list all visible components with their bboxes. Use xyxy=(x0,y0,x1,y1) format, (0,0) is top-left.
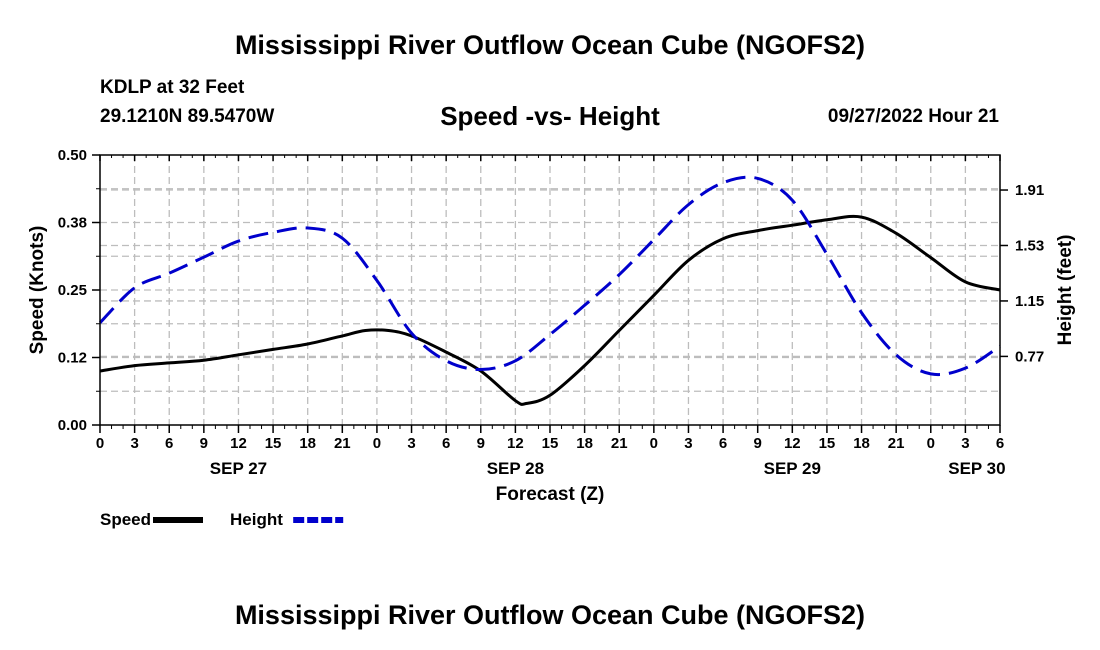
x-tick-label: 12 xyxy=(507,435,524,452)
chart-subtitle: Speed -vs- Height xyxy=(440,101,660,131)
y-tick-label: 0.25 xyxy=(58,282,87,299)
x-tick-label: 15 xyxy=(819,435,836,452)
x-tick-label: 6 xyxy=(165,435,173,452)
axis-ticks: 0 3 6 9 12 15 18 21 0 3 6 9 12 15 18 21 0 3 6 9 12 15 18 21 0 3 6 0… xyxy=(58,147,1044,478)
date-label: SEP 28 xyxy=(487,459,544,478)
y-tick-label: 0.50 xyxy=(58,147,87,164)
date-label: SEP 30 xyxy=(948,459,1005,478)
x-tick-label: 0 xyxy=(650,435,658,452)
x-tick-label: 21 xyxy=(888,435,905,452)
x-tick-label: 18 xyxy=(299,435,316,452)
y2-axis-label: Height (feet) xyxy=(1055,235,1076,346)
x-tick-label: 21 xyxy=(334,435,351,452)
x-tick-label: 9 xyxy=(200,435,208,452)
x-tick-label: 18 xyxy=(853,435,870,452)
y-tick-label: 0.12 xyxy=(58,350,87,367)
station-label: KDLP at 32 Feet xyxy=(100,77,245,98)
x-tick-label: 0 xyxy=(373,435,381,452)
x-tick-label: 0 xyxy=(96,435,104,452)
forecast-datetime: 09/27/2022 Hour 21 xyxy=(827,106,999,127)
series-line-height xyxy=(98,175,1001,377)
y-tick-label: 0.00 xyxy=(58,417,87,434)
legend-label-height: Height xyxy=(230,510,283,529)
x-tick-label: 18 xyxy=(576,435,593,452)
y2-tick-label: 1.53 xyxy=(1015,237,1044,254)
x-tick-label: 3 xyxy=(961,435,969,452)
x-tick-label: 6 xyxy=(719,435,727,452)
x-tick-label: 3 xyxy=(684,435,692,452)
x-tick-label: 12 xyxy=(784,435,801,452)
x-tick-label: 12 xyxy=(230,435,247,452)
x-tick-label: 6 xyxy=(996,435,1004,452)
grid xyxy=(100,155,1000,425)
footer-title: Mississippi River Outflow Ocean Cube (NG… xyxy=(234,600,866,630)
x-tick-label: 15 xyxy=(542,435,559,452)
date-label: SEP 29 xyxy=(764,459,821,478)
minor-ticks xyxy=(96,155,989,429)
series-line-speed xyxy=(99,214,1001,406)
coordinates-label: 29.1210N 89.5470W xyxy=(100,106,275,127)
date-label: SEP 27 xyxy=(210,459,267,478)
x-tick-label: 9 xyxy=(477,435,485,452)
x-tick-label: 9 xyxy=(754,435,762,452)
x-tick-label: 3 xyxy=(407,435,415,452)
y2-tick-label: 0.77 xyxy=(1015,348,1044,365)
x-tick-label: 6 xyxy=(442,435,450,452)
legend-label-speed: Speed xyxy=(100,510,151,529)
y2-tick-label: 1.91 xyxy=(1015,182,1044,199)
y-axis-label: Speed (Knots) xyxy=(27,226,48,355)
y-tick-label: 0.38 xyxy=(58,215,87,232)
x-tick-label: 0 xyxy=(927,435,935,452)
x-tick-label: 21 xyxy=(611,435,628,452)
y2-tick-label: 1.15 xyxy=(1015,293,1044,310)
chart-title: Mississippi River Outflow Ocean Cube (NG… xyxy=(234,30,866,60)
legend: Speed Height xyxy=(100,510,344,529)
x-axis-label: Forecast (Z) xyxy=(496,484,605,505)
series-layer xyxy=(98,175,1001,406)
x-tick-label: 3 xyxy=(130,435,138,452)
x-tick-label: 15 xyxy=(265,435,282,452)
